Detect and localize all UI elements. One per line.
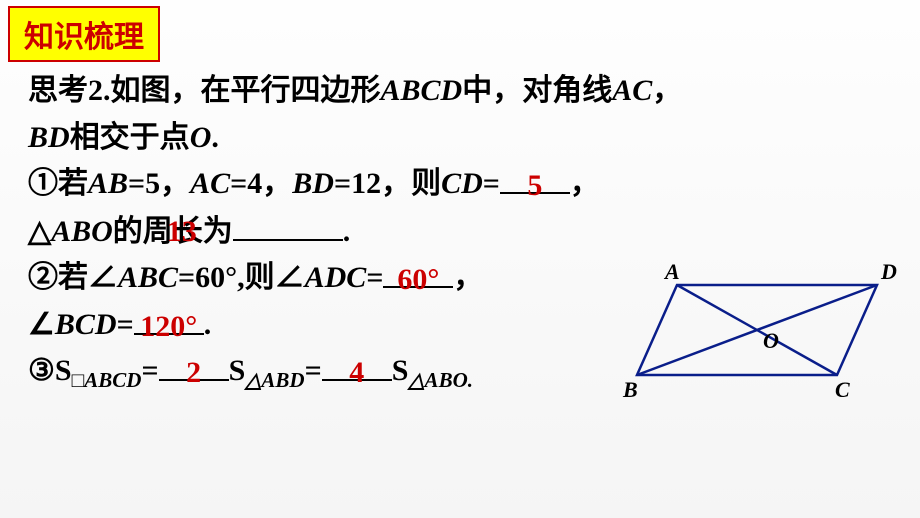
text: = [141,354,158,387]
text: 的周 [113,215,173,248]
text: =60°,则∠ [178,261,305,294]
text: . [204,308,212,341]
var-abcd: ABCD [381,74,463,107]
text: 中，对角线 [462,74,612,107]
text: = [366,261,383,294]
blank-perimeter [233,208,343,241]
text: = [117,308,134,341]
blank-coef2: 4 [322,348,392,381]
answer-2: 2 [186,356,201,389]
var-bd: BD [292,167,334,200]
text: . [211,121,219,154]
text: ， [570,167,600,200]
label-o: O [763,328,779,354]
line-item1b: △ABO的周13长为. [28,208,900,256]
answer-cd: 5 [527,169,542,202]
sub-abd: △ABD [245,368,304,392]
text: 相交于点 [70,121,190,154]
label-d: D [881,259,897,285]
header-badge: 知识梳理 [8,6,160,62]
text: =5， [128,167,190,200]
label-a: A [665,259,680,285]
text: . [343,215,351,248]
text: ∠ [28,308,55,341]
text: ①若 [28,167,88,200]
var-abc: ABC [118,261,178,294]
text: △ [28,215,51,248]
var-ac: AC [190,167,230,200]
sub-abo: △ABO. [408,368,473,392]
text: ③S [28,354,72,387]
line-2: BD相交于点O. [28,115,900,162]
label-b: B [623,377,638,403]
text: ②若∠ [28,261,118,294]
blank-coef1: 2 [159,348,229,381]
var-cd: CD [441,167,483,200]
text: S [392,354,409,387]
text: ， [453,261,483,294]
var-adc: ADC [305,261,367,294]
var-bcd: BCD [55,308,117,341]
text: ， [652,74,682,107]
label-c: C [835,377,850,403]
blank-cd: 5 [500,161,570,194]
text: S [229,354,246,387]
text: = [305,354,322,387]
answer-4: 4 [349,356,364,389]
text: =4， [230,167,292,200]
sub-abcd: □ABCD [72,368,142,392]
diagram-svg [622,260,902,410]
line-item1: ①若AB=5，AC=4，BD=12，则CD=5， [28,161,900,208]
blank-adc: 60° [383,255,453,288]
answer-adc: 60° [397,263,439,296]
var-abo: ABO [51,215,113,248]
answer-bcd: 120° [140,310,197,343]
text: =12，则 [334,167,441,200]
text: = [483,167,500,200]
line-1: 思考2.如图，在平行四边形ABCD中，对角线AC， [28,68,900,115]
var-ac: AC [612,74,652,107]
var-ab: AB [88,167,128,200]
var-o: O [190,121,212,154]
blank-bcd: 120° [134,302,204,335]
var-bd: BD [28,121,70,154]
parallelogram-diagram: A B C D O [622,260,902,410]
text: 思考2.如图，在平行四边形 [28,74,381,107]
